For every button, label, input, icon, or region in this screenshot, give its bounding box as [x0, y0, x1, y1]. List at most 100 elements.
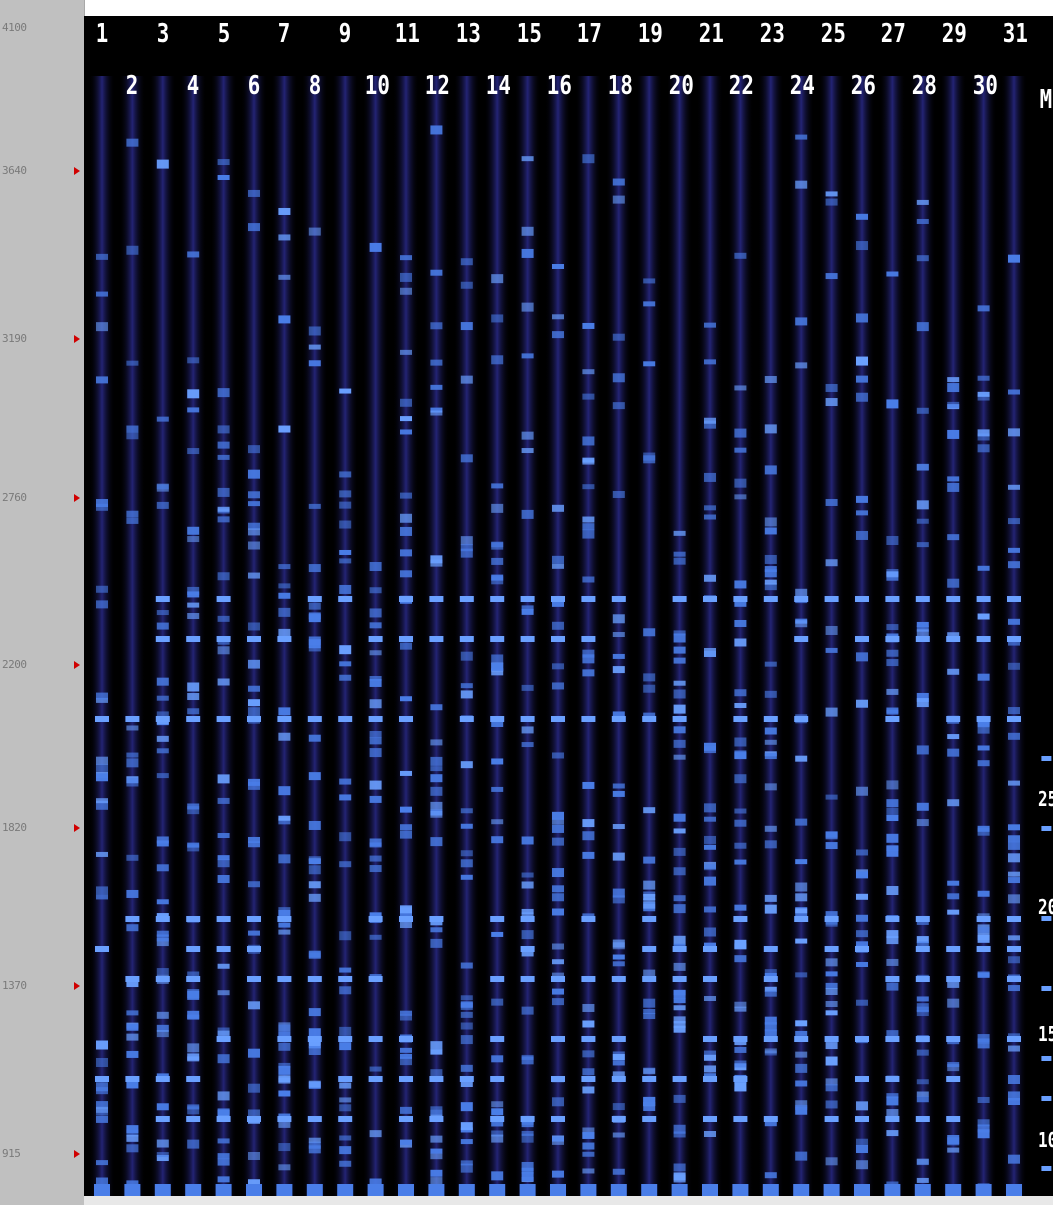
gel-band [643, 898, 656, 904]
gel-band [368, 1036, 383, 1042]
gel-band [1008, 835, 1020, 843]
gel-band [976, 946, 991, 952]
marker-band [1041, 826, 1052, 831]
gel-band [673, 1016, 686, 1024]
gel-band [885, 1076, 900, 1082]
gel-band [278, 815, 291, 821]
gel-band [581, 636, 596, 642]
gel-band [521, 448, 534, 454]
lane-number-label: 3 [156, 19, 170, 49]
gel-band [520, 916, 535, 922]
gel-band [217, 506, 230, 512]
gel-band [96, 692, 108, 700]
gel-band [793, 1184, 810, 1196]
gel-band [156, 711, 169, 718]
gel-band [673, 847, 686, 856]
gel-band [338, 1036, 353, 1042]
gel-band [643, 903, 656, 909]
gel-lane-1 [89, 76, 115, 1201]
gel-band [460, 1122, 473, 1131]
gel-band [156, 968, 169, 976]
gel-band [278, 1042, 291, 1051]
gel-band [582, 1068, 595, 1076]
gel-band [795, 317, 808, 326]
gel-band [491, 355, 504, 365]
gel-band [552, 752, 564, 759]
gel-band [552, 988, 564, 995]
gel-band [308, 1137, 321, 1143]
gel-band [368, 636, 383, 642]
gel-band [400, 770, 412, 776]
gel-band [916, 500, 929, 510]
gel-band [703, 946, 717, 952]
gel-band [400, 287, 412, 295]
gel-band [126, 777, 139, 787]
gel-band [399, 916, 413, 922]
ruler-tick-marker [74, 824, 80, 832]
gel-band [430, 407, 443, 413]
gel-band [795, 180, 808, 189]
gel-band [339, 967, 352, 973]
gel-band [582, 781, 595, 789]
gel-band [551, 1036, 565, 1042]
gel-band [916, 463, 929, 471]
gel-band [156, 864, 169, 872]
gel-band [399, 1116, 413, 1122]
gel-band [673, 557, 686, 565]
gel-band [96, 600, 108, 609]
gel-band [491, 836, 504, 844]
gel-band [491, 274, 504, 284]
gel-band [673, 1005, 686, 1011]
gel-band [703, 1076, 717, 1082]
gel-band [96, 376, 108, 384]
gel-band [612, 614, 625, 624]
gel-band [339, 501, 352, 509]
gel-band [520, 636, 535, 642]
gel-band [643, 1102, 656, 1112]
gel-band [369, 737, 382, 745]
gel-band [1008, 484, 1020, 490]
gel-band [369, 699, 382, 709]
gel-band [187, 448, 200, 455]
lane-number-label: 18 [607, 71, 633, 101]
lane-number-label: 11 [394, 19, 420, 49]
gel-band [643, 893, 656, 900]
gel-band [308, 1028, 321, 1037]
gel-band [430, 774, 443, 783]
gel-band [734, 1040, 747, 1046]
gel-band [977, 565, 990, 571]
gel-band [916, 542, 929, 548]
gel-band [521, 742, 534, 748]
gel-band [552, 621, 564, 630]
gel-band [825, 625, 838, 635]
gel-band [794, 636, 809, 642]
gel-band [947, 893, 960, 900]
gel-band [337, 1184, 354, 1196]
gel-band [764, 375, 777, 383]
gel-band [673, 551, 686, 557]
gel-band [491, 542, 504, 548]
gel-band [278, 786, 291, 796]
gel-band [977, 1124, 990, 1133]
gel-band [704, 835, 716, 844]
gel-band [460, 1139, 473, 1145]
gel-band [1008, 985, 1020, 992]
gel-band [126, 138, 139, 147]
gel-band [369, 622, 382, 629]
gel-band [612, 783, 625, 789]
gel-band [734, 638, 747, 647]
gel-band [459, 1076, 474, 1082]
gel-band [734, 447, 747, 453]
gel-band [856, 495, 868, 503]
gel-band [308, 646, 321, 652]
gel-band [460, 536, 473, 546]
gel-band [399, 636, 413, 642]
gel-band [825, 971, 838, 977]
gel-band [734, 385, 747, 391]
gel-band [308, 893, 321, 902]
gel-band [975, 1184, 992, 1196]
gel-band [248, 659, 260, 669]
gel-band [186, 976, 201, 982]
gel-band [155, 1076, 170, 1082]
lane-number-label: 6 [247, 71, 261, 101]
